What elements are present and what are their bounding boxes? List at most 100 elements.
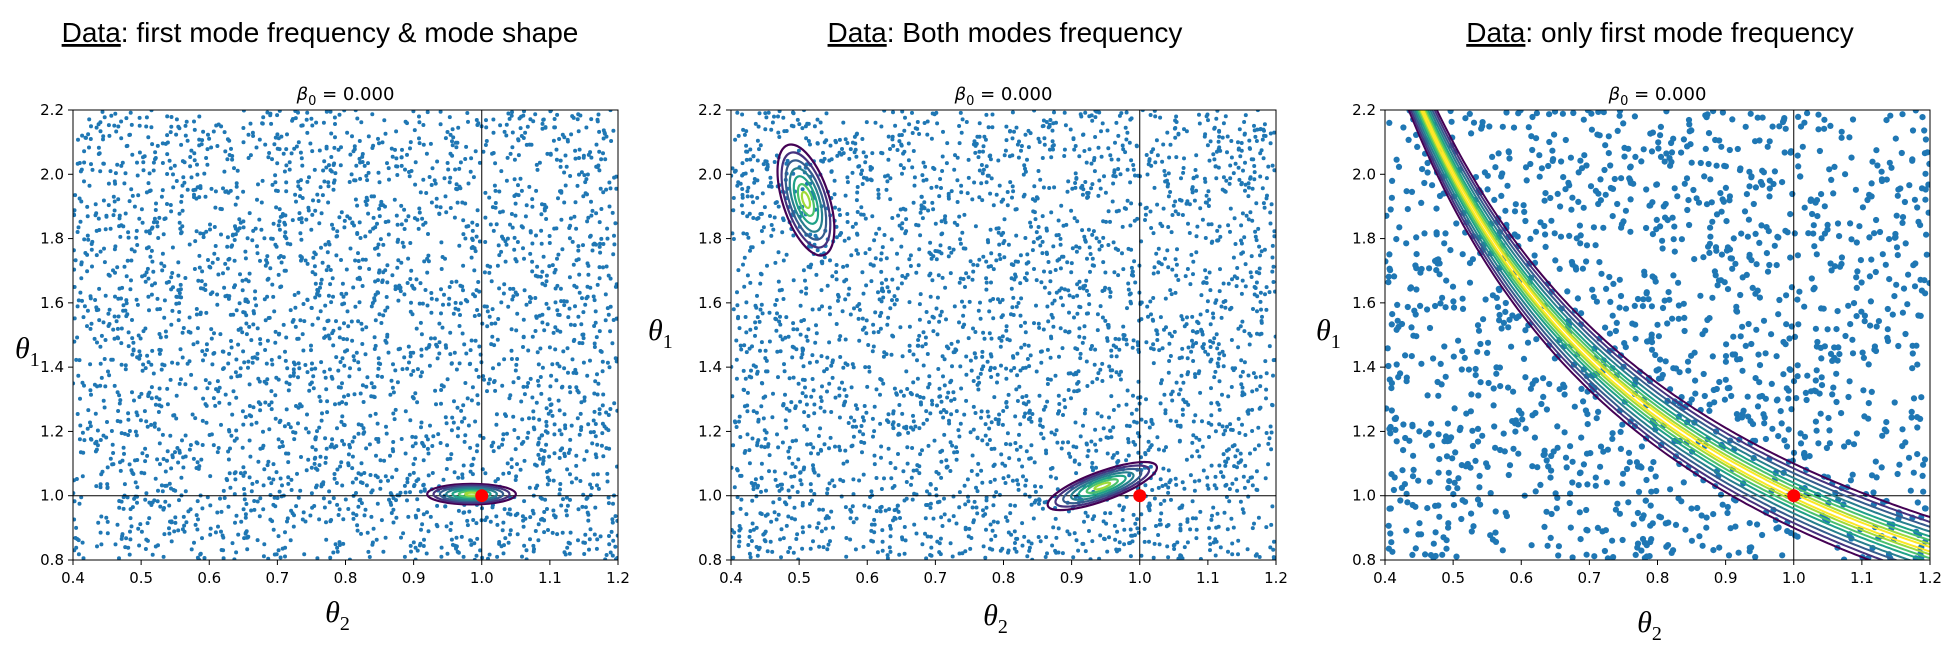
sample-point <box>524 203 529 208</box>
sample-point <box>1103 270 1108 275</box>
sample-point <box>155 499 160 504</box>
sample-point <box>255 244 259 249</box>
sample-point <box>1036 321 1041 326</box>
sample-point <box>782 369 787 374</box>
sample-point <box>1031 516 1036 521</box>
sample-point <box>387 177 391 182</box>
sample-point <box>438 110 443 114</box>
sample-point <box>389 502 394 507</box>
sample-point <box>569 480 574 485</box>
sample-point <box>1070 186 1075 191</box>
sample-point <box>119 119 124 124</box>
sample-point <box>96 520 101 525</box>
sample-point <box>221 186 225 191</box>
sample-point <box>582 173 587 178</box>
sample-point <box>878 392 882 397</box>
sample-point <box>116 409 121 413</box>
sample-point <box>892 294 897 299</box>
sample-point <box>413 441 418 446</box>
sample-point <box>280 444 285 449</box>
sample-point <box>393 284 398 289</box>
sample-point <box>1135 517 1140 522</box>
sample-point <box>345 337 349 342</box>
sample-point <box>559 217 564 222</box>
sample-point <box>1090 263 1095 268</box>
sample-point <box>874 387 879 392</box>
sample-point <box>563 183 568 188</box>
sample-point <box>1264 396 1268 401</box>
sample-points <box>731 110 1276 560</box>
sample-point <box>173 450 177 455</box>
sample-point <box>1038 243 1043 248</box>
sample-point <box>197 557 201 560</box>
sample-point <box>611 538 616 543</box>
sample-point <box>444 524 449 529</box>
sample-point <box>375 421 380 426</box>
sample-point <box>85 204 90 209</box>
sample-point <box>829 509 834 514</box>
sample-point <box>821 150 825 155</box>
sample-point <box>539 391 544 396</box>
sample-point <box>510 145 515 150</box>
sample-point <box>893 466 898 471</box>
sample-point <box>356 319 361 324</box>
sample-point <box>324 110 329 114</box>
sample-point <box>100 110 105 114</box>
sample-point <box>1098 304 1103 309</box>
sample-point <box>611 252 616 257</box>
sample-point <box>1054 476 1059 481</box>
sample-point <box>1231 171 1236 176</box>
sample-point <box>548 409 553 414</box>
sample-point <box>141 362 146 367</box>
sample-point <box>468 445 473 450</box>
sample-point <box>938 410 943 415</box>
sample-point <box>281 322 286 327</box>
sample-point <box>260 121 265 126</box>
sample-point <box>1236 538 1241 543</box>
sample-point <box>391 411 396 416</box>
sample-point <box>454 279 459 284</box>
sample-point <box>296 179 301 184</box>
sample-point <box>162 264 167 269</box>
sample-point <box>417 120 422 125</box>
sample-point <box>183 382 188 387</box>
sample-point <box>1009 286 1014 291</box>
sample-point <box>1191 272 1195 277</box>
sample-point <box>1158 315 1163 320</box>
sample-point <box>281 151 286 156</box>
sample-point <box>194 229 199 234</box>
sample-point <box>539 241 544 246</box>
sample-point <box>1010 110 1015 115</box>
sample-point <box>498 210 502 215</box>
sample-point <box>407 174 412 179</box>
sample-point <box>219 124 224 129</box>
sample-point <box>1073 346 1078 351</box>
sample-point <box>1266 441 1271 446</box>
sample-point <box>443 194 448 199</box>
sample-point <box>305 261 310 266</box>
sample-point <box>845 362 850 367</box>
sample-point <box>360 327 365 332</box>
sample-point <box>179 475 184 480</box>
sample-point <box>745 194 750 199</box>
sample-point <box>984 498 989 503</box>
sample-point <box>773 260 778 265</box>
sample-point <box>884 187 889 192</box>
sample-point <box>205 147 210 152</box>
sample-point <box>862 404 867 408</box>
sample-point <box>171 185 176 190</box>
sample-point <box>789 474 794 479</box>
sample-point <box>94 305 99 310</box>
sample-point <box>508 532 512 537</box>
sample-point <box>1107 286 1112 291</box>
sample-point <box>740 161 745 166</box>
sample-point <box>599 207 604 211</box>
sample-point <box>1205 309 1210 313</box>
sample-point <box>98 530 103 535</box>
sample-point <box>1040 239 1045 244</box>
sample-point <box>745 214 750 219</box>
sample-point <box>143 497 148 502</box>
sample-point <box>255 251 260 256</box>
sample-point <box>145 353 150 358</box>
sample-point <box>610 341 615 346</box>
